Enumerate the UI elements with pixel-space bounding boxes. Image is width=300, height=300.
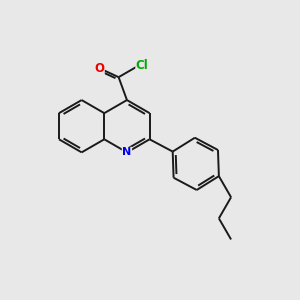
Text: N: N — [122, 147, 132, 158]
Text: O: O — [94, 61, 104, 75]
Text: Cl: Cl — [136, 59, 148, 72]
